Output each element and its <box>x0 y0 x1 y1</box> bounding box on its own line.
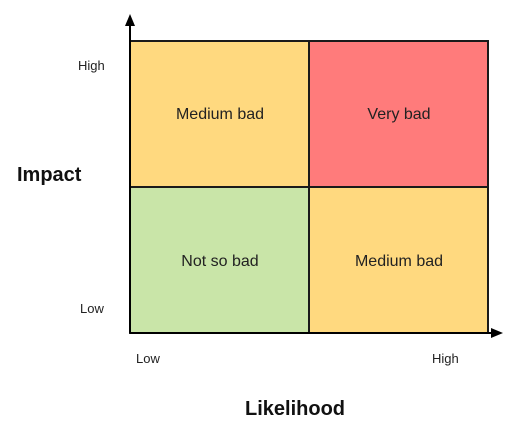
quadrant-label-top-right: Very bad <box>367 106 430 123</box>
y-axis-low-label: Low <box>80 301 104 316</box>
x-axis-high-label: High <box>432 351 459 366</box>
y-axis-title: Impact <box>17 164 82 186</box>
x-axis-arrowhead <box>491 328 503 338</box>
x-axis-title: Likelihood <box>245 398 345 420</box>
quadrant-bottom-left <box>129 186 310 334</box>
quadrant-bottom-right <box>308 186 489 334</box>
quadrant-top-right <box>308 40 489 188</box>
x-axis-low-label: Low <box>136 351 160 366</box>
y-axis-arrowhead <box>125 14 135 26</box>
quadrant-label-top-left: Medium bad <box>176 106 264 123</box>
quadrant-label-bottom-right: Medium bad <box>355 253 443 270</box>
y-axis-high-label: High <box>78 58 105 73</box>
quadrant-top-left <box>129 40 310 188</box>
quadrant-label-bottom-left: Not so bad <box>181 253 258 270</box>
